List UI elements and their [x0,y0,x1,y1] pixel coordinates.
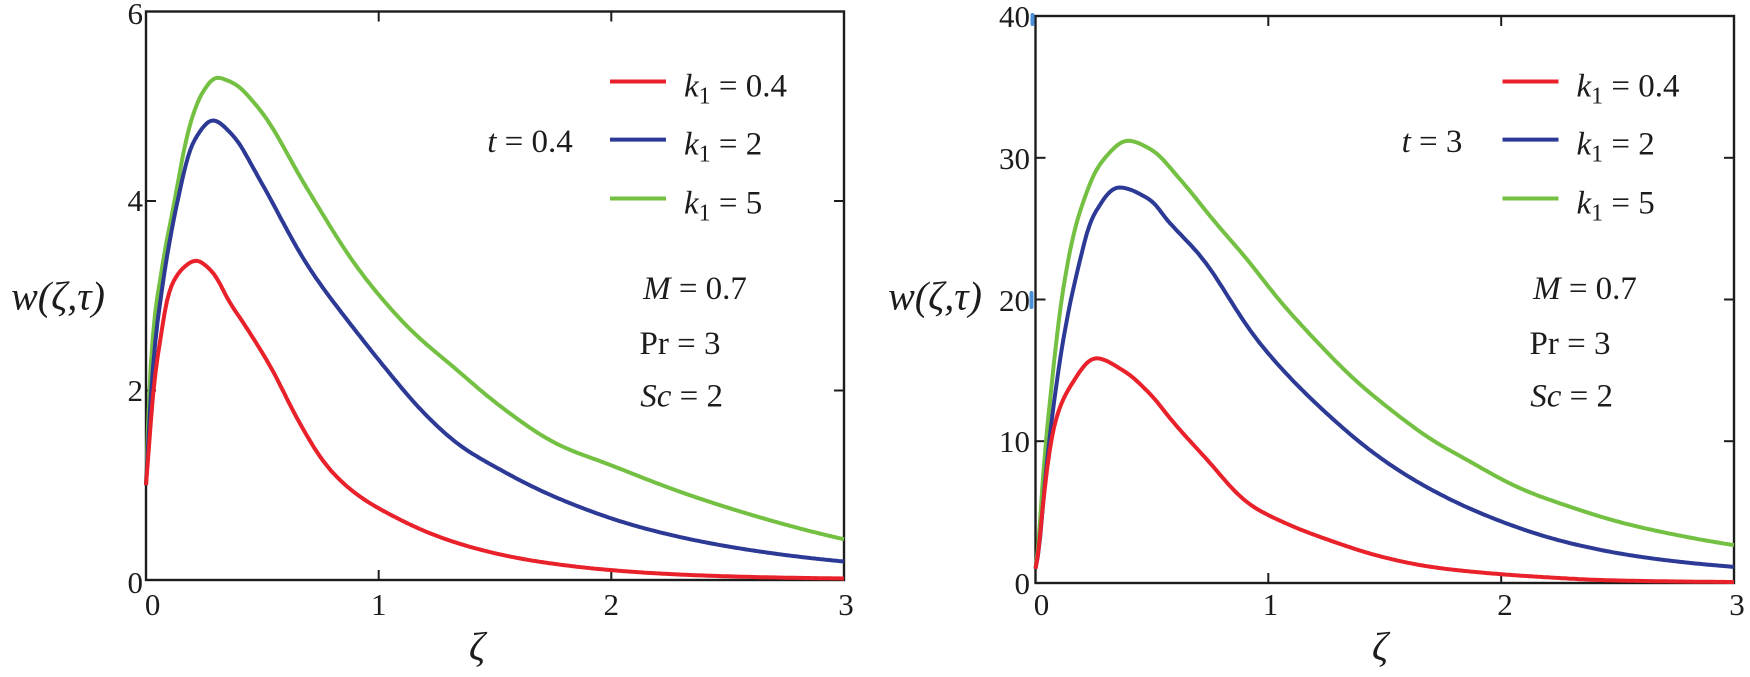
svg-text:ζ: ζ [469,624,488,669]
svg-text:3: 3 [838,587,854,622]
svg-text:30: 30 [999,141,1030,176]
svg-text:k1 = 5: k1 = 5 [684,186,762,227]
svg-text:t = 3: t = 3 [1402,124,1463,160]
svg-text:4: 4 [128,183,144,218]
svg-text:w(ζ,τ): w(ζ,τ) [11,274,105,319]
svg-text:k1 = 2: k1 = 2 [684,127,762,168]
svg-text:ζ: ζ [1372,624,1391,669]
svg-text:Pr = 3: Pr = 3 [640,326,721,362]
svg-text:k1 = 5: k1 = 5 [1577,186,1655,227]
svg-text:1: 1 [371,587,387,622]
svg-text:1: 1 [1263,587,1279,622]
svg-text:k1 = 2: k1 = 2 [1577,127,1655,168]
svg-text:Sc = 2: Sc = 2 [640,379,723,415]
svg-text:40: 40 [999,0,1030,34]
svg-text:M = 0.7: M = 0.7 [642,271,747,307]
svg-text:0: 0 [128,565,144,600]
svg-text:2: 2 [604,587,620,622]
svg-text:3: 3 [1729,587,1745,622]
svg-text:0: 0 [145,587,161,622]
svg-text:Sc = 2: Sc = 2 [1530,379,1613,415]
svg-text:2: 2 [1497,587,1513,622]
svg-text:2: 2 [128,373,144,408]
svg-text:20: 20 [999,283,1030,318]
svg-text:t = 0.4: t = 0.4 [487,124,573,160]
svg-text:10: 10 [999,424,1030,459]
svg-text:k1 = 0.4: k1 = 0.4 [684,69,787,110]
svg-text:w(ζ,τ): w(ζ,τ) [888,274,982,319]
svg-text:Pr = 3: Pr = 3 [1530,326,1611,362]
svg-text:k1 = 0.4: k1 = 0.4 [1577,69,1680,110]
svg-text:M = 0.7: M = 0.7 [1532,271,1637,307]
svg-text:0: 0 [1034,587,1050,622]
svg-text:6: 6 [128,0,144,31]
svg-text:0: 0 [1015,566,1031,601]
